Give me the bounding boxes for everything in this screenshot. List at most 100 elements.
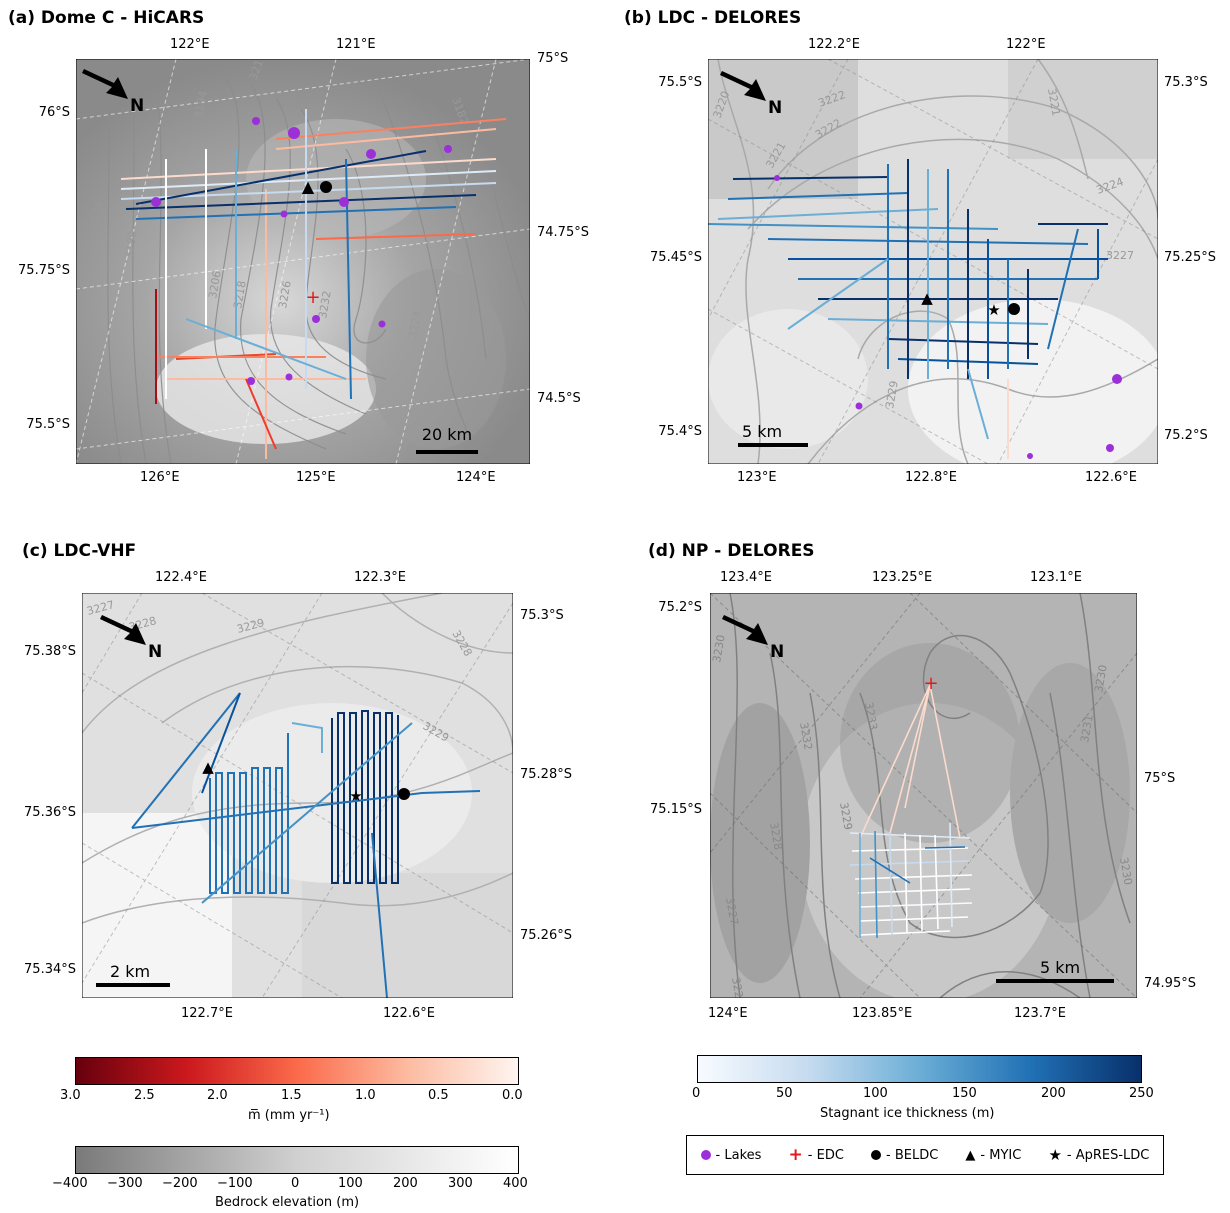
panel-c-map: 3227 3228 3229 3228 3229 ▲ ★ 2 km N [82, 593, 513, 998]
bedrock-tick: 400 [503, 1176, 528, 1191]
panel-d-map: 3230 3233 3232 3229 3228 3227 3226 3231 … [710, 593, 1137, 998]
panel-a-bottom-tick-3: 124°E [456, 470, 496, 485]
legend-item-beldc: - BELDC [871, 1148, 938, 1163]
melt-tick: 1.5 [281, 1088, 302, 1103]
legend-item-apres: ★ - ApRES-LDC [1048, 1146, 1149, 1164]
panel-b-bottom-tick-1: 123°E [737, 470, 777, 485]
panel-d-left-tick-2: 75.15°S [650, 802, 702, 817]
stagnant-colorbar-label: Stagnant ice thickness (m) [820, 1106, 995, 1121]
legend-label: - ApRES-LDC [1066, 1147, 1150, 1163]
panel-a-bottom-tick-2: 125°E [296, 470, 336, 485]
panel-c-top-tick-1: 122.4°E [155, 570, 207, 585]
panel-b-title: (b) LDC - DELORES [624, 8, 802, 28]
panel-b-left-tick-2: 75.45°S [650, 250, 702, 265]
svg-text:3233: 3233 [862, 701, 880, 731]
panel-d-left-tick-1: 75.2°S [658, 600, 702, 615]
panel-c-right-tick-3: 75.26°S [520, 928, 572, 943]
panel-a-top-tick-2: 121°E [336, 37, 376, 52]
svg-text:★: ★ [349, 787, 362, 805]
svg-text:▲: ▲ [302, 177, 315, 196]
panel-c-left-tick-2: 75.36°S [24, 805, 76, 820]
panel-a-north-label: N [130, 96, 144, 116]
svg-text:3227: 3227 [1106, 249, 1134, 262]
panel-d-right-tick-2: 74.95°S [1144, 976, 1196, 991]
circle-purple-icon [700, 1150, 711, 1160]
melt-colorbar [75, 1057, 519, 1085]
panel-c-right-tick-2: 75.28°S [520, 767, 572, 782]
svg-text:+: + [923, 673, 938, 694]
panel-a-right-tick-2: 74.75°S [537, 225, 589, 240]
stagnant-tick: 0 [692, 1086, 701, 1101]
panel-b-top-tick-2: 122°E [1006, 37, 1046, 52]
legend-label: - EDC [807, 1147, 844, 1163]
panel-b-top-tick-1: 122.2°E [808, 37, 860, 52]
panel-d-top-tick-3: 123.1°E [1030, 570, 1082, 585]
panel-c-left-tick-3: 75.34°S [24, 962, 76, 977]
melt-colorbar-ticks: 3.0 2.5 2.0 1.5 1.0 0.5 0.0 [60, 1088, 532, 1106]
panel-d-title: (d) NP - DELORES [648, 541, 815, 561]
panel-a-bottom-tick-1: 126°E [140, 470, 180, 485]
panel-b-left-tick-1: 75.5°S [658, 75, 702, 90]
panel-b-north-label: N [768, 98, 782, 118]
panel-a-scale-label: 20 km [422, 425, 472, 444]
legend-label: - BELDC [886, 1147, 939, 1163]
panel-c-scale-label: 2 km [110, 962, 150, 981]
svg-text:3230: 3230 [710, 634, 728, 664]
bedrock-tick: −400 [52, 1176, 88, 1191]
panel-a-map: 3210 3194 3182 3190 3206 3218 3226 3232 … [76, 59, 530, 464]
bedrock-colorbar [75, 1146, 519, 1174]
legend-label: - MYIC [980, 1147, 1022, 1163]
svg-text:3221: 3221 [1045, 87, 1063, 117]
svg-text:3228: 3228 [767, 821, 785, 851]
panel-d-bottom-tick-1: 124°E [708, 1006, 748, 1021]
melt-tick: 1.0 [355, 1088, 376, 1103]
panel-b-left-tick-3: 75.4°S [658, 424, 702, 439]
svg-text:★: ★ [987, 301, 1000, 319]
panel-c-top-tick-2: 122.3°E [354, 570, 406, 585]
panel-b-right-tick-1: 75.3°S [1164, 75, 1208, 90]
panel-b-map: 3220 3222 3221 3222 3224 3227 3229 3221 [708, 59, 1158, 464]
svg-text:3229: 3229 [837, 801, 855, 831]
panel-d-bottom-tick-3: 123.7°E [1014, 1006, 1066, 1021]
svg-text:3232: 3232 [316, 290, 334, 320]
panel-b-right-tick-3: 75.2°S [1164, 428, 1208, 443]
bedrock-tick: 0 [291, 1176, 300, 1191]
svg-text:+: + [305, 287, 320, 308]
legend-item-edc: + - EDC [789, 1145, 844, 1165]
panel-c-left-tick-1: 75.38°S [24, 644, 76, 659]
stagnant-tick: 100 [863, 1086, 888, 1101]
svg-text:3190: 3190 [122, 230, 140, 260]
panel-b-scale-label: 5 km [742, 422, 782, 441]
star-black-icon: ★ [1048, 1146, 1062, 1164]
panel-a-right-tick-1: 75°S [537, 51, 569, 66]
melt-tick: 2.5 [134, 1088, 155, 1103]
panel-c-bottom-tick-1: 122.7°E [181, 1006, 233, 1021]
svg-text:3174: 3174 [88, 200, 106, 230]
bedrock-tick: −200 [162, 1176, 198, 1191]
panel-b-right-tick-2: 75.25°S [1164, 250, 1216, 265]
bedrock-tick: 200 [393, 1176, 418, 1191]
panel-d-right-tick-1: 75°S [1144, 771, 1176, 786]
melt-tick: 0.5 [428, 1088, 449, 1103]
legend-label: - Lakes [715, 1147, 762, 1163]
panel-a-right-tick-3: 74.5°S [537, 391, 581, 406]
svg-text:3227: 3227 [723, 896, 741, 926]
panel-a-left-tick-2: 75.75°S [18, 263, 70, 278]
bedrock-tick: 300 [448, 1176, 473, 1191]
triangle-black-icon: ▲ [965, 1147, 976, 1163]
stagnant-colorbar-ticks: 0 50 100 150 200 250 [692, 1086, 1162, 1104]
melt-tick: 0.0 [502, 1088, 523, 1103]
svg-text:3230: 3230 [1117, 856, 1135, 886]
svg-text:3226: 3226 [729, 976, 747, 998]
svg-text:3226: 3226 [276, 280, 294, 310]
panel-d-top-tick-2: 123.25°E [872, 570, 933, 585]
stagnant-tick: 150 [952, 1086, 977, 1101]
stagnant-tick: 250 [1129, 1086, 1154, 1101]
panel-a-left-tick-3: 75.5°S [26, 417, 70, 432]
melt-tick: 3.0 [60, 1088, 81, 1103]
svg-text:▲: ▲ [202, 758, 214, 776]
bedrock-tick: −300 [107, 1176, 143, 1191]
panel-c-title: (c) LDC-VHF [22, 541, 137, 561]
bedrock-tick: 100 [338, 1176, 363, 1191]
bedrock-colorbar-label: Bedrock elevation (m) [215, 1195, 360, 1210]
